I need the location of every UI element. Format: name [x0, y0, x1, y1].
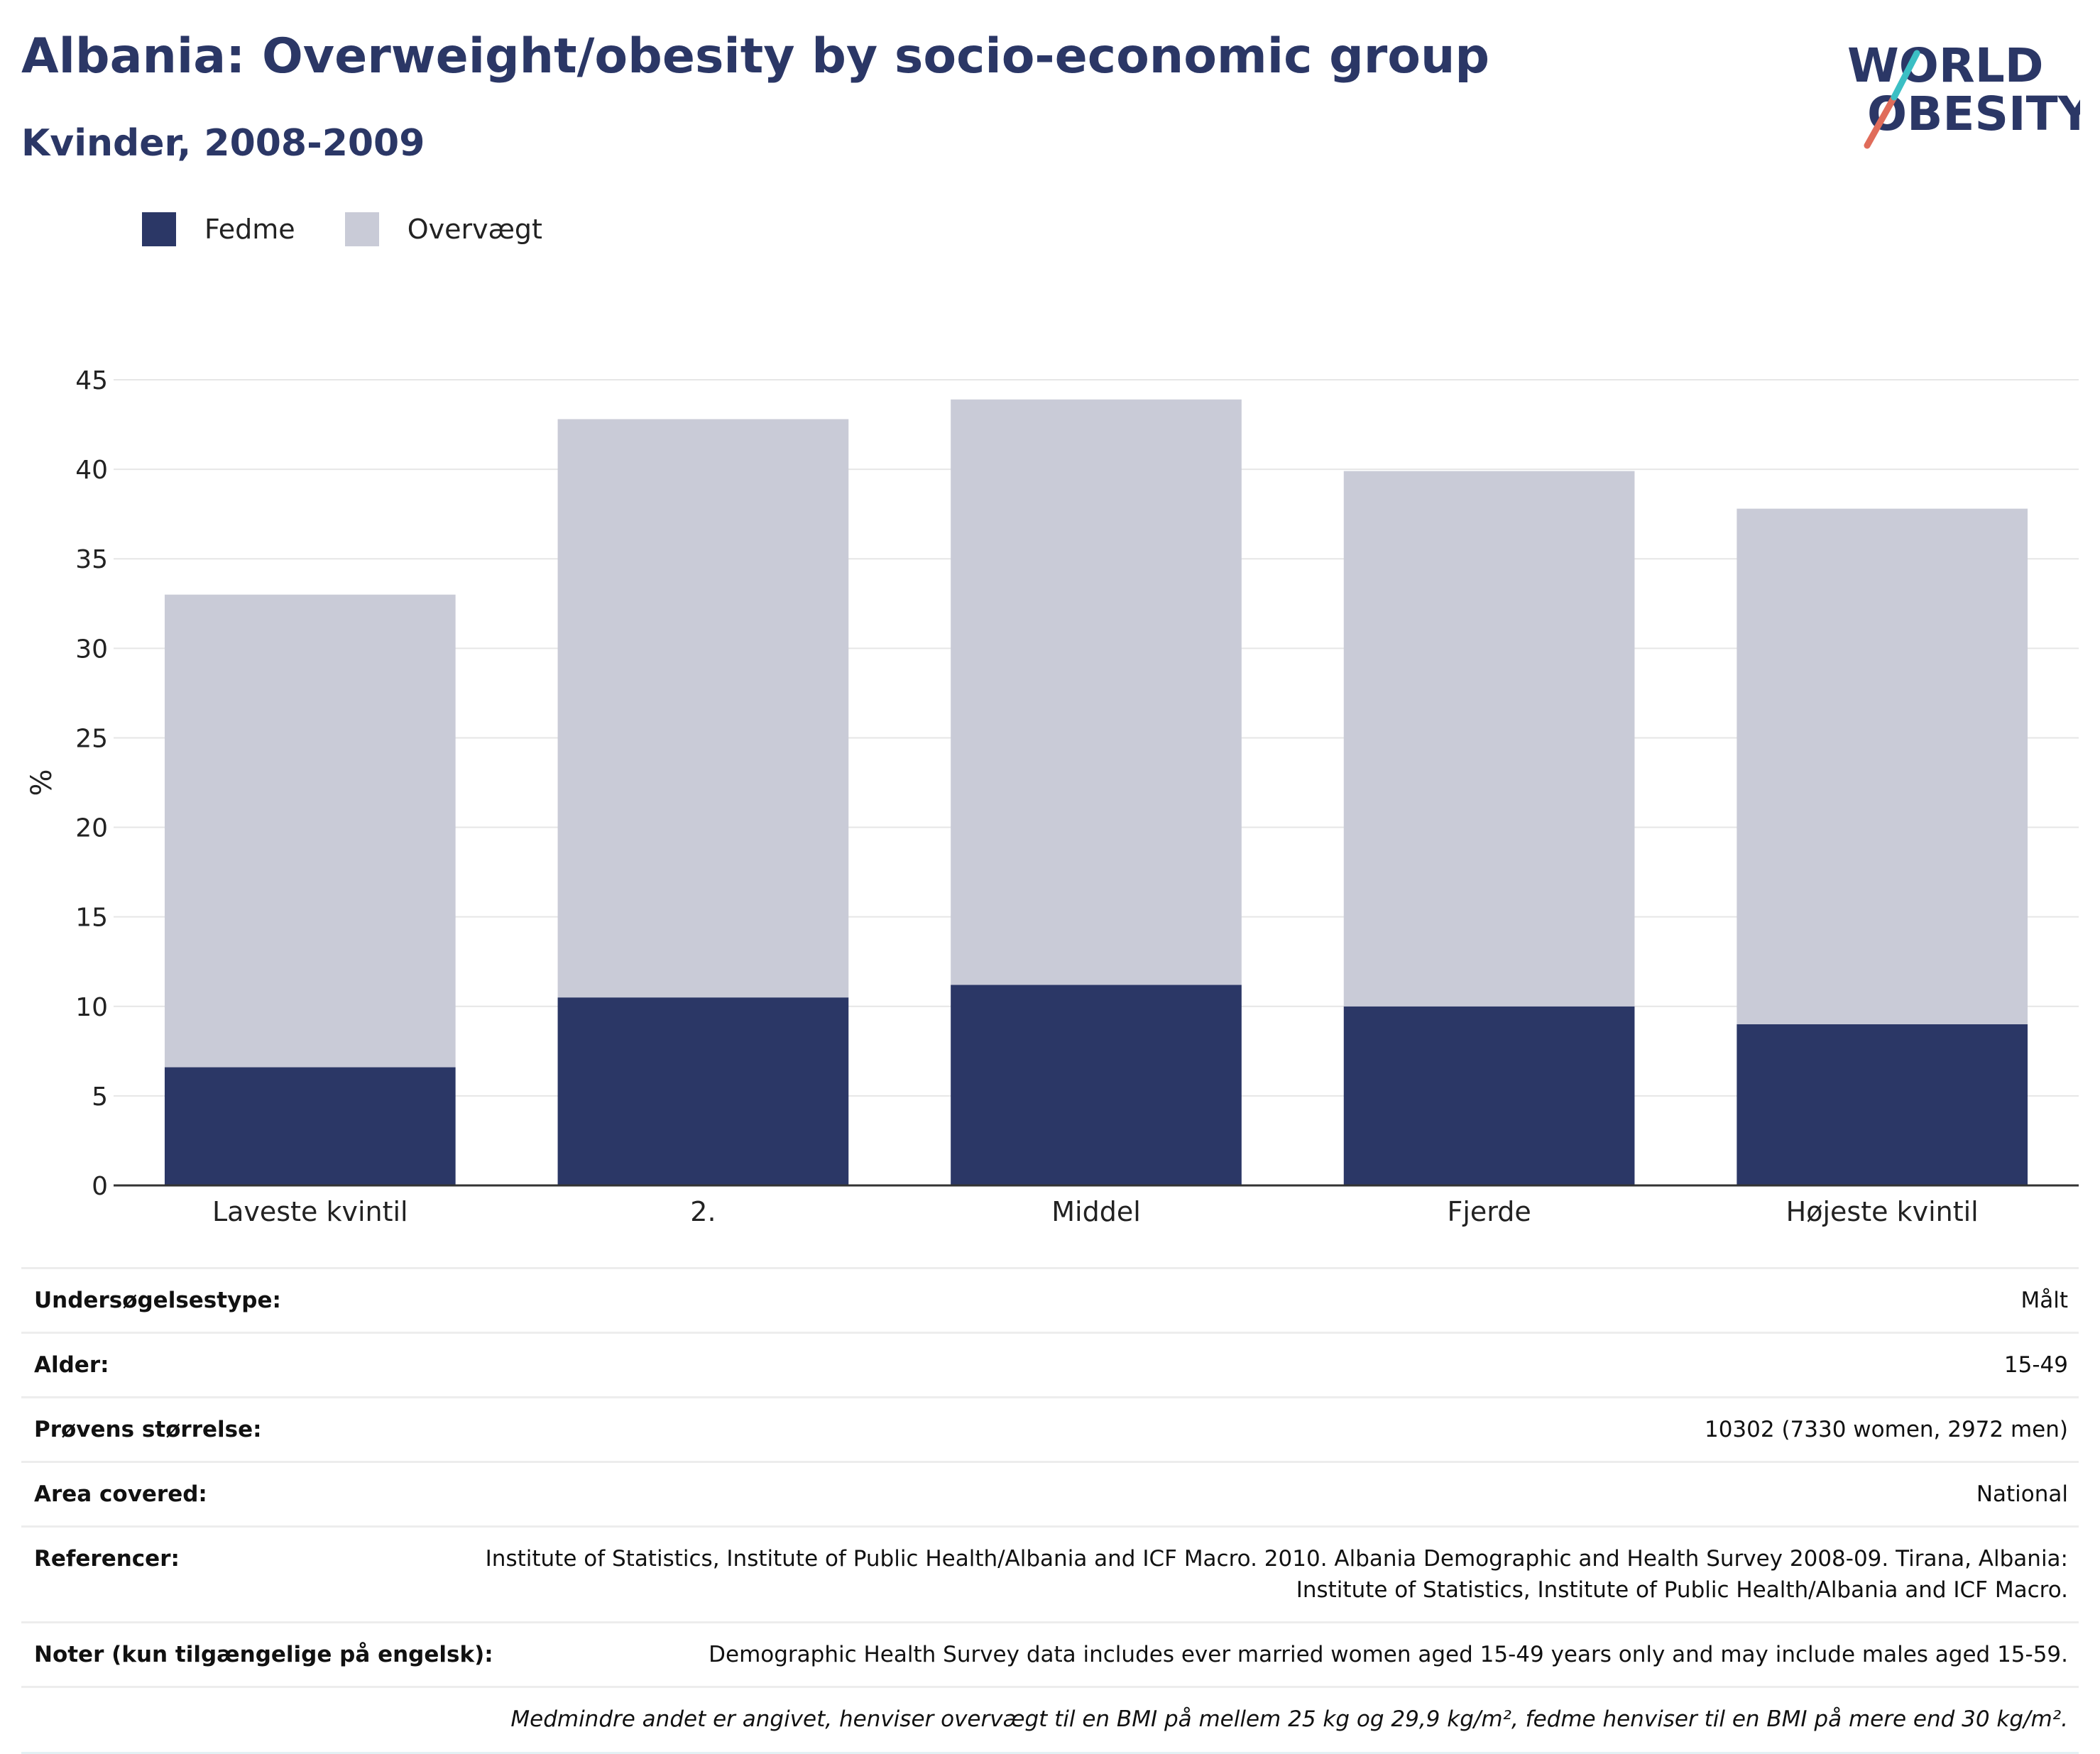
bars: [164, 399, 2028, 1185]
bar-fedme-2[interactable]: [951, 985, 1242, 1185]
info-label: Alder:: [34, 1352, 109, 1378]
info-table: Undersøgelsestype: Målt Alder: 15-49 Prøvens…: [21, 1267, 2079, 1754]
info-value: Målt: [2020, 1288, 2068, 1313]
y-tick-label: 10: [75, 993, 108, 1022]
x-tick-label: Højeste kvintil: [1786, 1196, 1979, 1227]
info-row: Area covered: National: [21, 1461, 2079, 1525]
info-value: Demographic Health Survey data includes …: [709, 1642, 2068, 1667]
y-tick-label: 5: [92, 1082, 108, 1112]
info-row: Referencer: Institute of Statistics, Inst…: [21, 1525, 2079, 1621]
x-tick-label: Middel: [1051, 1196, 1141, 1227]
bar-overvaegt-3[interactable]: [1343, 471, 1635, 1007]
stacked-bar-chart: 0 5 10 15 20 25 30 35 40 45 Laveste kvintil 2. Midde…: [26, 366, 2079, 1227]
bar-fedme-1[interactable]: [557, 997, 849, 1185]
x-tick-label: Laveste kvintil: [212, 1196, 408, 1227]
y-tick-label: 40: [75, 456, 108, 485]
info-label: Prøvens størrelse:: [34, 1417, 262, 1442]
axes: 0 5 10 15 20 25 30 35 40 45 Laveste kvintil 2. Midde…: [26, 366, 2079, 1227]
info-value: National: [1976, 1481, 2068, 1507]
bar-fedme-0[interactable]: [164, 1067, 456, 1185]
legend-item-overvaegt[interactable]: Overvægt: [344, 212, 542, 246]
y-tick-label: 20: [75, 814, 108, 843]
info-row: Noter (kun tilgængelige på engelsk): Demo…: [21, 1621, 2079, 1686]
legend-item-fedme[interactable]: Fedme: [142, 212, 295, 246]
logo-slash-teal: [1891, 50, 1920, 101]
logo-text-obesity: OBESITY: [1867, 87, 2080, 141]
logo-text-world: WORLD: [1847, 38, 2044, 93]
info-value: Institute of Statistics, Institute of Pu…: [485, 1546, 2068, 1603]
y-tick-label: 35: [75, 545, 108, 574]
y-axis-label: %: [26, 769, 58, 796]
info-label: Noter (kun tilgængelige på engelsk):: [34, 1642, 493, 1667]
chart-legend: Fedme Overvægt: [142, 212, 592, 247]
info-row: Undersøgelsestype: Målt: [21, 1267, 2079, 1332]
bar-fedme-3[interactable]: [1343, 1006, 1635, 1185]
y-tick-label: 25: [75, 724, 108, 753]
bar-fedme-4[interactable]: [1737, 1024, 2028, 1185]
bar-overvaegt-0[interactable]: [164, 594, 456, 1068]
info-value: 15-49: [2003, 1352, 2068, 1378]
chart-title: Albania: Overweight/obesity by socio-eco…: [21, 28, 1490, 84]
chart-subtitle: Kvinder, 2008-2009: [21, 122, 425, 165]
world-obesity-logo: WORLD OBESITY: [1847, 38, 2080, 149]
logo-slash-red: [1864, 94, 1898, 149]
x-tick-label: 2.: [690, 1196, 716, 1227]
info-label: Referencer:: [34, 1546, 180, 1572]
y-tick-label: 15: [75, 904, 108, 933]
bar-overvaegt-4[interactable]: [1737, 508, 2028, 1024]
legend-label-fedme: Fedme: [204, 214, 295, 245]
info-row: Prøvens størrelse: 10302 (7330 women, 297…: [21, 1396, 2079, 1461]
y-tick-label: 30: [75, 635, 108, 664]
info-value: 10302 (7330 women, 2972 men): [1704, 1417, 2068, 1442]
y-tick-label: 45: [75, 366, 108, 395]
bar-overvaegt-1[interactable]: [557, 419, 849, 998]
footnote: Medmindre andet er angivet, henviser ove…: [21, 1686, 2079, 1754]
bar-overvaegt-2[interactable]: [951, 399, 1242, 985]
legend-label-overvaegt: Overvægt: [407, 214, 542, 245]
x-tick-label: Fjerde: [1447, 1196, 1531, 1227]
info-row: Alder: 15-49: [21, 1332, 2079, 1396]
y-tick-label: 0: [92, 1172, 108, 1201]
legend-swatch-overvaegt: [344, 212, 379, 246]
info-label: Undersøgelsestype:: [34, 1288, 281, 1313]
info-label: Area covered:: [34, 1481, 207, 1507]
legend-swatch-fedme: [142, 212, 176, 246]
info-rows: Undersøgelsestype: Målt Alder: 15-49 Prøvens…: [21, 1267, 2079, 1686]
